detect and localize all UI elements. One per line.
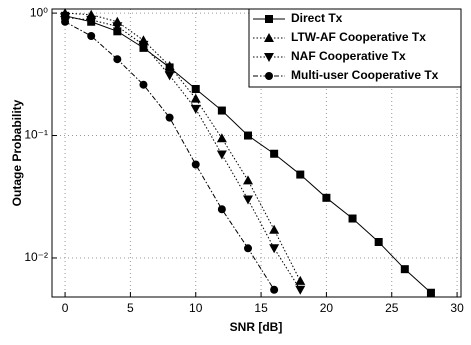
marker (164, 60, 175, 70)
y-tick-label: 10⁻² (24, 250, 48, 264)
marker (112, 22, 123, 32)
series-line (65, 17, 301, 291)
y-tick-label: 10⁻¹ (24, 128, 48, 142)
marker (191, 84, 200, 93)
marker (295, 275, 306, 285)
marker (269, 224, 280, 234)
legend-label: Multi-user Cooperative Tx (291, 68, 439, 82)
marker (190, 93, 201, 103)
marker (164, 71, 175, 81)
marker (269, 244, 280, 254)
marker (374, 238, 383, 247)
legend-box (248, 8, 462, 88)
marker (270, 285, 279, 294)
x-tick-label: 5 (127, 301, 134, 315)
legend-label: LTW-AF Cooperative Tx (291, 30, 426, 44)
marker (139, 80, 148, 89)
series-line (65, 12, 301, 282)
marker (216, 133, 227, 143)
marker (217, 205, 226, 214)
y-axis-label: Outage Probability (10, 99, 24, 206)
y-tick-label: 10⁰ (30, 5, 48, 19)
x-tick-label: 0 (62, 301, 69, 315)
marker (264, 33, 274, 42)
marker (244, 131, 253, 140)
x-axis-label: SNR [dB] (230, 320, 283, 334)
x-tick-label: 10 (189, 301, 203, 315)
x-tick-label: 15 (254, 301, 268, 315)
marker (348, 214, 357, 223)
marker (270, 149, 279, 158)
marker (264, 53, 274, 62)
marker (61, 17, 70, 26)
marker (400, 265, 409, 274)
marker (243, 175, 254, 185)
marker (113, 55, 122, 64)
marker (244, 244, 253, 253)
legend-label: Direct Tx (291, 11, 343, 25)
marker (86, 15, 97, 25)
legend-label: NAF Cooperative Tx (291, 49, 406, 63)
marker (265, 15, 273, 23)
marker (216, 150, 227, 160)
marker (265, 72, 273, 80)
marker (138, 40, 149, 50)
marker (191, 160, 200, 169)
series-line (64, 21, 275, 291)
x-tick-label: 20 (320, 301, 334, 315)
marker (165, 113, 174, 122)
marker (426, 288, 435, 297)
marker (322, 193, 331, 202)
marker (190, 104, 201, 114)
marker (296, 170, 305, 179)
marker (243, 195, 254, 205)
x-tick-label: 30 (450, 301, 464, 315)
marker (87, 31, 96, 40)
marker (295, 285, 306, 295)
x-tick-label: 25 (385, 301, 399, 315)
marker (217, 106, 226, 115)
